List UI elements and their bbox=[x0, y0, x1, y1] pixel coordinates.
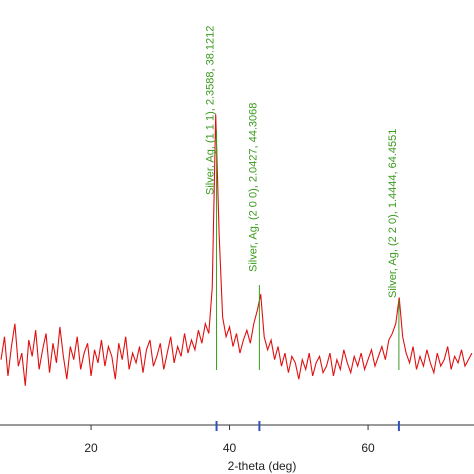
annotation: Silver, Ag, (2 0 0), 2.0427, 44.3068 bbox=[247, 103, 259, 272]
data-line bbox=[0, 114, 473, 386]
x-tick-label: 20 bbox=[84, 441, 98, 455]
x-axis-title: 2-theta (deg) bbox=[228, 459, 297, 473]
annotation: Silver, Ag, (1 1 1), 2.3588, 38.1212 bbox=[205, 26, 217, 195]
x-tick-label: 40 bbox=[223, 441, 237, 455]
annotation: Silver, Ag, (2 2 0), 1.4444, 64.4551 bbox=[387, 129, 399, 298]
x-tick-label: 60 bbox=[361, 441, 375, 455]
